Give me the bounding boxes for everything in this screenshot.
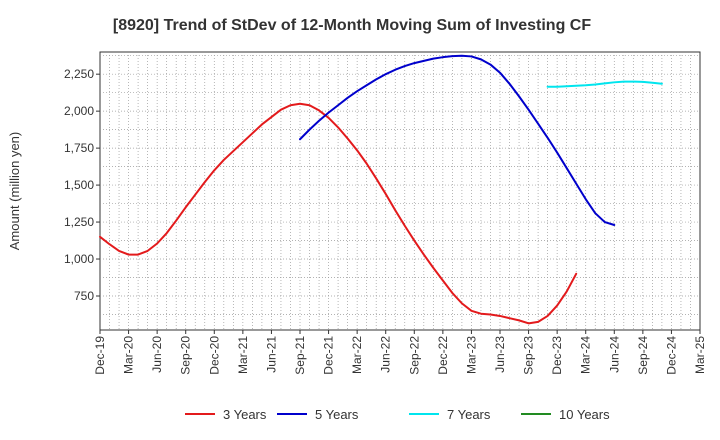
y-tick-label: 1,250 [64,215,94,229]
y-tick-label: 1,750 [64,141,94,155]
x-tick-label: Jun-20 [150,336,164,373]
x-tick-label: Jun-21 [264,336,278,373]
gridlines [100,52,700,330]
y-tick-label: 2,000 [64,104,94,118]
x-tick-label: Dec-23 [550,336,564,375]
x-tick-label: Mar-22 [350,336,364,374]
series-line-7-years [546,80,663,88]
x-tick-label: Mar-21 [236,336,250,374]
series-lines [99,54,663,325]
x-tick-label: Sep-22 [407,336,421,375]
x-tick-label: Dec-24 [664,336,678,375]
x-tick-label: Sep-23 [522,336,536,375]
x-tick-label: Dec-20 [207,336,221,375]
x-tick-label: Dec-21 [322,336,336,375]
x-tick-label: Jun-23 [493,336,507,373]
plot-area [99,51,701,331]
x-tick-label: Dec-19 [93,336,107,375]
series-line-5-years [299,54,616,227]
y-axis-ticks: 750 1,000 1,250 1,500 1,750 2,000 2,250 [64,67,100,303]
x-tick-label: Jun-22 [379,336,393,373]
y-tick-label: 2,250 [64,67,94,81]
legend-label-5-years: 5 Years [315,407,359,422]
chart-title: [8920] Trend of StDev of 12-Month Moving… [113,17,591,34]
x-tick-label: Mar-25 [693,336,707,374]
x-tick-label: Sep-21 [293,336,307,375]
x-tick-label: Mar-20 [122,336,136,374]
x-tick-label: Sep-24 [636,336,650,375]
series-line-3-years [99,102,578,325]
legend-label-3-years: 3 Years [223,407,267,422]
y-axis-label: Amount (million yen) [7,132,22,251]
y-tick-label: 1,000 [64,252,94,266]
legend: 3 Years 5 Years 7 Years 10 Years [185,407,610,422]
x-axis-ticks: Dec-19 Mar-20 Jun-20 Sep-20 Dec-20 Mar-21 Jun-… [93,330,707,375]
y-tick-label: 750 [74,289,94,303]
x-tick-label: Mar-23 [464,336,478,374]
x-tick-label: Sep-20 [179,336,193,375]
legend-label-10-years: 10 Years [559,407,610,422]
x-tick-label: Mar-24 [579,336,593,374]
y-tick-label: 1,500 [64,178,94,192]
legend-label-7-years: 7 Years [447,407,491,422]
x-tick-label: Jun-24 [607,336,621,373]
x-tick-label: Dec-22 [436,336,450,375]
